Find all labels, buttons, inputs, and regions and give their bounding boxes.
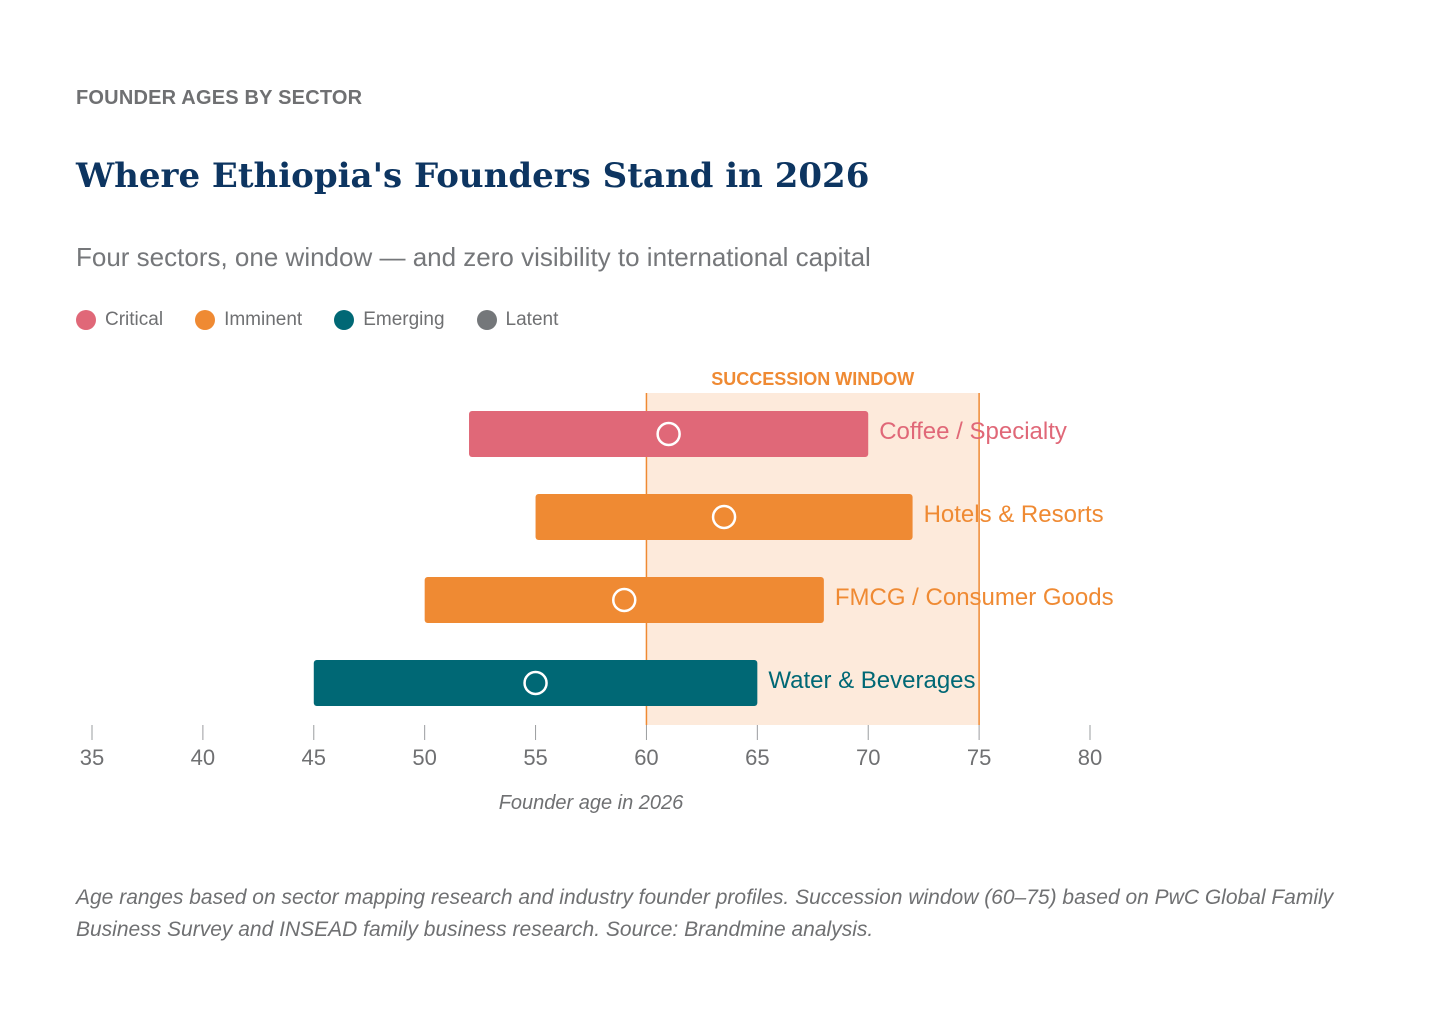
x-tick-label: 70 bbox=[856, 745, 880, 770]
x-tick-label: 55 bbox=[523, 745, 547, 770]
legend-swatch bbox=[195, 310, 216, 330]
eyebrow: FOUNDER AGES BY SECTOR bbox=[76, 87, 363, 109]
sector-label: Hotels & Resorts bbox=[924, 501, 1104, 528]
legend-label: Emerging bbox=[363, 309, 445, 330]
x-tick-label: 40 bbox=[191, 745, 215, 770]
legend: Critical Imminent Emerging Latent bbox=[76, 309, 558, 331]
chart-subtitle: Four sectors, one window — and zero visi… bbox=[76, 242, 871, 272]
x-tick-label: 35 bbox=[80, 745, 104, 770]
x-axis-label: Founder age in 2026 bbox=[499, 792, 684, 814]
legend-label: Latent bbox=[505, 309, 559, 330]
legend-item-imminent: Imminent bbox=[195, 309, 302, 331]
legend-item-latent: Latent bbox=[476, 309, 559, 331]
median-marker bbox=[711, 504, 737, 530]
range-bar bbox=[469, 411, 869, 457]
window-label: SUCCESSION WINDOW bbox=[711, 369, 914, 389]
x-tick-label: 45 bbox=[302, 745, 326, 770]
x-tick-label: 75 bbox=[967, 745, 991, 770]
footnote: Age ranges based on sector mapping resea… bbox=[76, 886, 1334, 941]
legend-item-emerging: Emerging bbox=[334, 309, 445, 331]
sector-label: FMCG / Consumer Goods bbox=[835, 584, 1114, 611]
legend-swatch bbox=[334, 310, 355, 330]
legend-label: Imminent bbox=[224, 309, 303, 330]
x-tick-label: 80 bbox=[1078, 745, 1102, 770]
median-marker bbox=[523, 670, 548, 696]
legend-label: Critical bbox=[105, 309, 164, 330]
sector-label: Water & Beverages bbox=[768, 667, 975, 694]
range-bar bbox=[424, 577, 824, 623]
sector-label: Coffee / Specialty bbox=[879, 418, 1067, 445]
range-bar bbox=[535, 494, 913, 540]
legend-swatch bbox=[476, 310, 497, 330]
median-marker bbox=[612, 587, 637, 613]
legend-item-critical: Critical bbox=[76, 309, 163, 331]
x-tick-label: 65 bbox=[745, 745, 769, 770]
chart-title: Where Ethiopia's Founders Stand in 2026 bbox=[76, 156, 870, 196]
range-bar bbox=[313, 660, 758, 706]
x-tick-label: 50 bbox=[412, 745, 436, 770]
median-marker bbox=[656, 421, 681, 447]
legend-swatch bbox=[76, 310, 96, 330]
x-tick-label: 60 bbox=[634, 745, 658, 770]
